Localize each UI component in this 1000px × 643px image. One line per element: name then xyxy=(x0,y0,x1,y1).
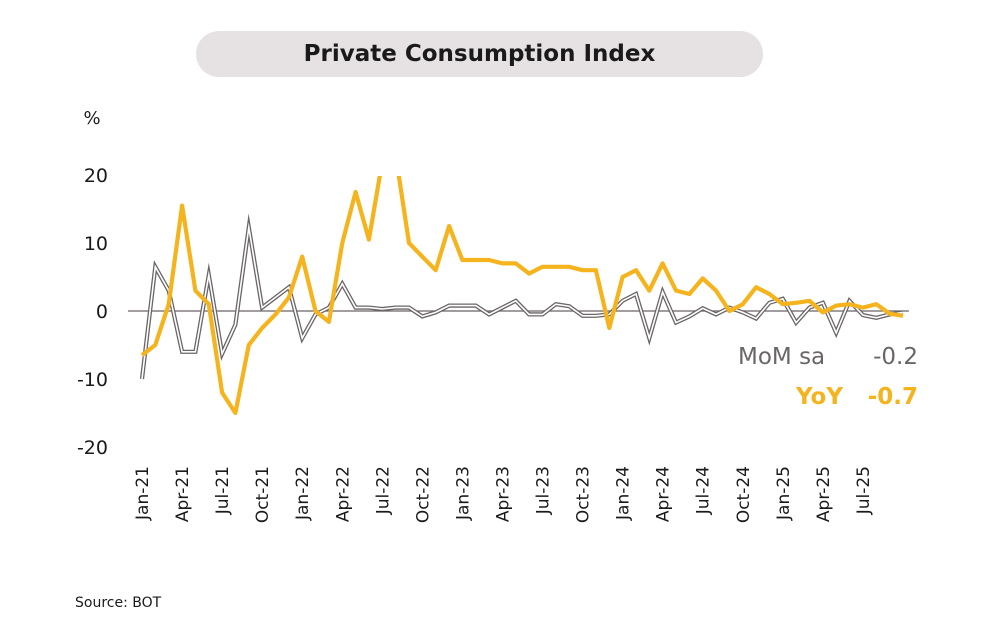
x-tick-label: Jul-23 xyxy=(534,466,554,515)
y-tick-label: -10 xyxy=(77,369,108,391)
legend-label-yoy: YoY xyxy=(795,384,843,410)
x-tick-label: Oct-23 xyxy=(574,466,594,523)
legend-value-yoy: -0.7 xyxy=(868,384,918,410)
x-tick-label: Jan-24 xyxy=(614,466,634,521)
y-tick-label: -20 xyxy=(77,437,108,459)
legend-label-mom: MoM sa xyxy=(738,344,825,370)
x-tick-label: Oct-21 xyxy=(253,466,273,523)
source-note: Source: BOT xyxy=(75,595,162,611)
x-tick-label: Oct-22 xyxy=(413,466,433,523)
x-tick-label: Apr-24 xyxy=(654,466,674,522)
x-tick-label: Jan-22 xyxy=(293,466,313,521)
y-tick-label: 0 xyxy=(96,301,108,323)
legend-value-mom: -0.2 xyxy=(873,344,918,370)
x-tick-label: Apr-22 xyxy=(333,466,353,522)
x-tick-label: Jul-25 xyxy=(854,466,874,515)
y-axis-unit-label: % xyxy=(83,108,100,129)
x-tick-label: Jul-22 xyxy=(373,466,393,515)
y-tick-label: 10 xyxy=(84,233,108,255)
chart-title-pill: Private Consumption Index xyxy=(196,31,763,77)
x-tick-label: Jul-24 xyxy=(694,466,714,515)
x-tick-label: Apr-21 xyxy=(173,466,193,522)
x-tick-label: Jan-25 xyxy=(774,466,794,521)
x-tick-label: Jan-21 xyxy=(133,466,153,521)
series-line-yoy xyxy=(140,176,904,416)
x-tick-label: Jul-21 xyxy=(213,466,233,515)
x-tick-label: Oct-24 xyxy=(734,466,754,523)
y-tick-label: 20 xyxy=(84,165,108,187)
x-tick-label: Apr-25 xyxy=(814,466,834,522)
x-tick-label: Apr-23 xyxy=(493,466,513,522)
chart-title: Private Consumption Index xyxy=(303,41,656,67)
x-tick-label: Jan-23 xyxy=(453,466,473,521)
